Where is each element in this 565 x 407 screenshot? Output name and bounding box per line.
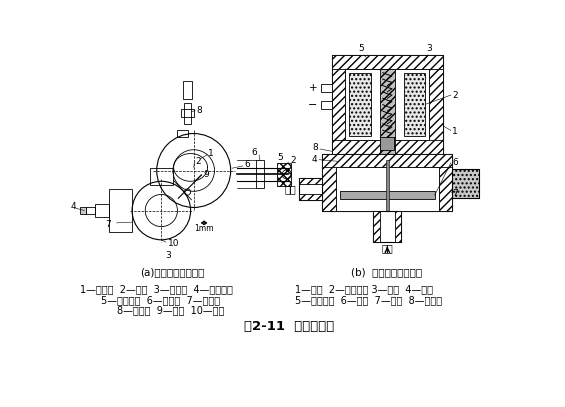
- Text: 1—阀体  2—电磁线圈 3—衔铁  4—阀门: 1—阀体 2—电磁线圈 3—衔铁 4—阀门: [295, 284, 433, 294]
- Bar: [429, 55, 443, 153]
- Bar: [299, 195, 322, 200]
- Text: +: +: [309, 83, 318, 93]
- Bar: [86, 207, 95, 214]
- Text: 5—复位弹簧  6—垫片  7—外壳  8—密封圈: 5—复位弹簧 6—垫片 7—外壳 8—密封圈: [295, 295, 442, 305]
- Bar: [332, 140, 443, 153]
- Bar: [332, 55, 345, 153]
- Bar: [345, 69, 429, 140]
- Text: 1: 1: [453, 127, 458, 136]
- Bar: [380, 69, 395, 153]
- Bar: [181, 109, 194, 116]
- Text: 图2-11  气流控制阀: 图2-11 气流控制阀: [244, 319, 334, 333]
- Text: 2: 2: [453, 90, 458, 100]
- Text: 1—主凸轮  2—转子  3—进气管  4—调节螺丝: 1—主凸轮 2—转子 3—进气管 4—调节螺丝: [80, 284, 233, 294]
- Text: (a)机械式气流控制阀: (a)机械式气流控制阀: [140, 267, 205, 277]
- Bar: [80, 208, 86, 214]
- Bar: [183, 81, 192, 99]
- Text: 9: 9: [203, 170, 208, 179]
- Text: 8: 8: [312, 143, 318, 152]
- Text: 4: 4: [71, 202, 76, 211]
- Bar: [336, 167, 438, 211]
- Text: 5: 5: [277, 153, 283, 162]
- Bar: [340, 191, 434, 199]
- Bar: [332, 55, 443, 153]
- Text: 7: 7: [453, 189, 458, 198]
- Text: 6: 6: [251, 148, 258, 157]
- Bar: [322, 153, 453, 167]
- Text: 1mm: 1mm: [194, 224, 214, 233]
- Bar: [322, 153, 336, 211]
- Bar: [150, 168, 173, 185]
- Bar: [386, 160, 389, 211]
- Text: 2: 2: [195, 157, 201, 166]
- Bar: [349, 73, 371, 136]
- Text: 8: 8: [197, 106, 202, 115]
- Bar: [95, 204, 109, 217]
- Bar: [380, 137, 394, 151]
- Text: −: −: [308, 100, 318, 110]
- Text: 5—调节凸轮  6—凸轮轴  7—阀门座: 5—调节凸轮 6—凸轮轴 7—阀门座: [101, 295, 220, 305]
- Text: 1: 1: [207, 149, 214, 158]
- Text: 7: 7: [105, 220, 111, 229]
- Bar: [438, 153, 453, 211]
- Bar: [184, 103, 192, 124]
- Text: 4: 4: [312, 155, 318, 164]
- Text: 8—出气管  9—摆杆  10—顶杆: 8—出气管 9—摆杆 10—顶杆: [117, 306, 224, 316]
- Text: 6: 6: [245, 160, 250, 169]
- Text: 出气: 出气: [284, 184, 296, 194]
- Bar: [373, 211, 401, 242]
- Text: 6: 6: [453, 158, 458, 167]
- Bar: [373, 211, 380, 242]
- Bar: [321, 84, 332, 92]
- Text: 10: 10: [167, 239, 179, 248]
- Bar: [453, 169, 479, 198]
- Text: 进气: 进气: [381, 244, 393, 254]
- Bar: [177, 130, 188, 138]
- Bar: [321, 101, 332, 109]
- Bar: [404, 73, 425, 136]
- Bar: [322, 153, 453, 211]
- Bar: [277, 163, 291, 186]
- Bar: [395, 211, 401, 242]
- Bar: [256, 160, 264, 188]
- Text: (b)  电磁式气流控制阀: (b) 电磁式气流控制阀: [351, 267, 421, 277]
- Bar: [299, 178, 322, 200]
- Text: 3: 3: [165, 251, 171, 260]
- Text: 5: 5: [358, 44, 364, 53]
- Bar: [299, 178, 322, 184]
- Bar: [109, 189, 132, 232]
- Text: 2: 2: [291, 156, 296, 165]
- Bar: [332, 55, 443, 69]
- Text: 3: 3: [427, 44, 432, 53]
